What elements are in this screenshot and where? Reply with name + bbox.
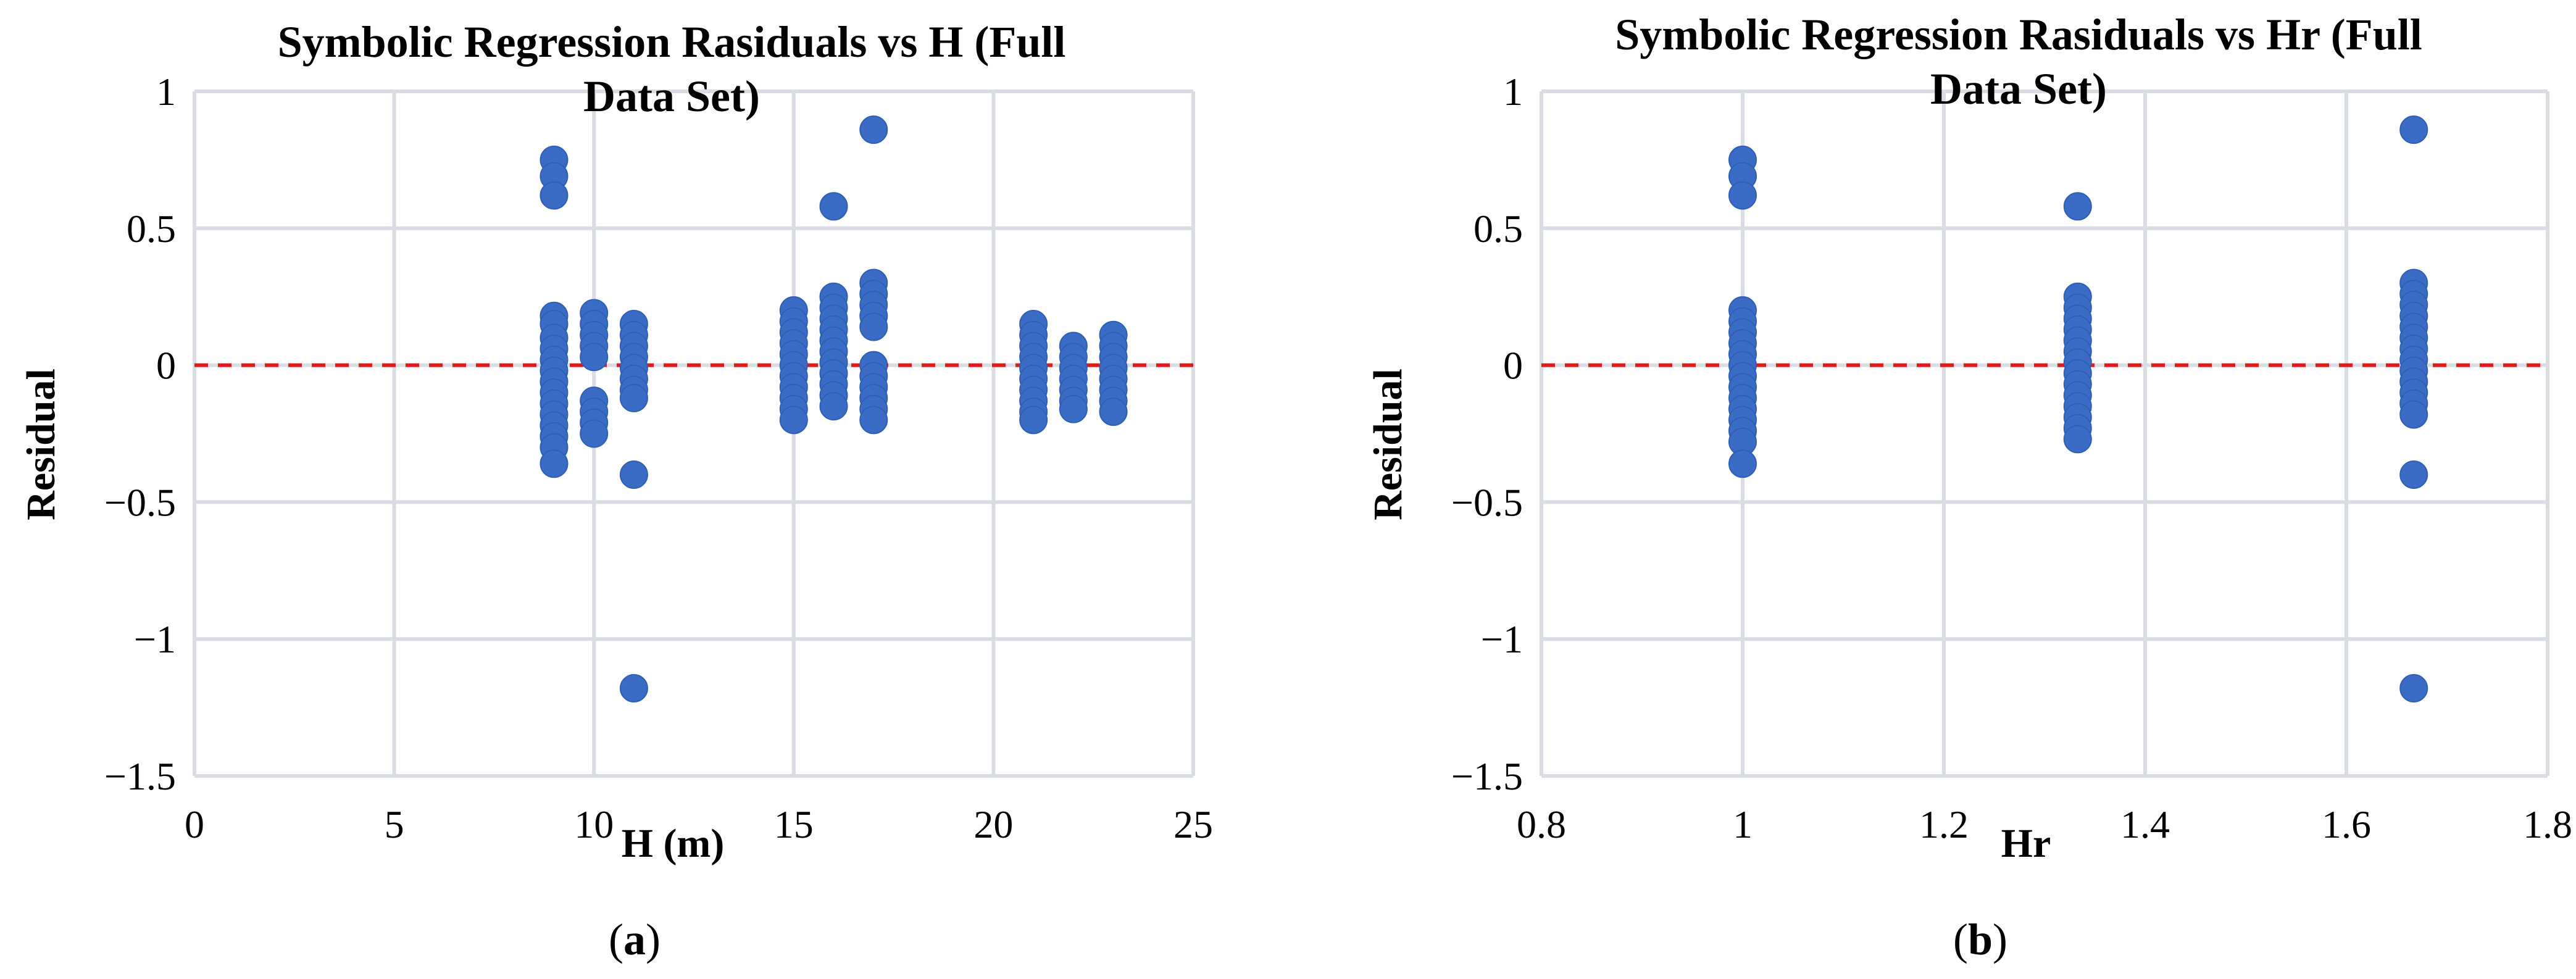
data-point-a-2 bbox=[540, 181, 569, 210]
data-point-a-59 bbox=[859, 115, 888, 144]
y-tick-label-b-4: 0.5 bbox=[1473, 207, 1523, 251]
y-tick-label-a-0: −1.5 bbox=[104, 754, 176, 798]
grid-a bbox=[193, 90, 1195, 778]
y-tick-label-b-1: −1 bbox=[1481, 617, 1523, 661]
y-tick-labels-b: −1.5 −1 −0.5 0 0.5 1 bbox=[1451, 70, 1523, 798]
x-tick-label-b-3: 1.4 bbox=[2120, 802, 2170, 846]
data-point-a-47 bbox=[819, 192, 848, 221]
data-point-b-47 bbox=[2399, 674, 2428, 703]
data-point-a-33 bbox=[619, 383, 648, 412]
data-point-a-95 bbox=[1099, 398, 1128, 427]
x-tick-label-a-0: 0 bbox=[185, 802, 204, 846]
data-point-b-16 bbox=[1728, 449, 1757, 478]
data-point-a-25 bbox=[580, 419, 609, 448]
y-axis-label-b: Residual bbox=[1365, 369, 1411, 520]
data-point-a-21 bbox=[580, 343, 609, 372]
data-point-b-17 bbox=[2063, 192, 2092, 221]
panel-label-a: (a) bbox=[609, 915, 661, 964]
data-point-a-58 bbox=[819, 392, 848, 421]
data-point-a-70 bbox=[859, 406, 888, 435]
scatter-points-a bbox=[540, 115, 1128, 703]
data-point-a-64 bbox=[859, 312, 888, 341]
x-axis-label-a: H (m) bbox=[622, 821, 725, 866]
panel-b: −1.5 −1 −0.5 0 0.5 1 0.8 1 1.2 1.4 1.6 1.8 Symboli… bbox=[1365, 10, 2572, 964]
chart-title-a-line1: Symbolic Regression Rasiduals vs H (Full bbox=[278, 17, 1066, 67]
y-tick-label-a-2: −0.5 bbox=[104, 480, 176, 524]
x-tick-label-b-1: 1 bbox=[1733, 802, 1753, 846]
y-tick-label-b-0: −1.5 bbox=[1451, 754, 1523, 798]
data-point-b-31 bbox=[2063, 425, 2092, 454]
data-point-b-32 bbox=[2399, 115, 2428, 144]
y-tick-label-b-2: −0.5 bbox=[1451, 480, 1523, 524]
x-tick-label-a-3: 15 bbox=[774, 802, 814, 846]
scatter-points-b bbox=[1728, 115, 2428, 703]
panel-label-b: (b) bbox=[1953, 915, 2007, 964]
x-tick-label-a-5: 25 bbox=[1173, 802, 1213, 846]
y-tick-label-a-5: 1 bbox=[156, 70, 176, 114]
x-tick-labels-b: 0.8 1 1.2 1.4 1.6 1.8 bbox=[1517, 802, 2572, 846]
chart-title-b-line1: Symbolic Regression Rasiduals vs Hr (Ful… bbox=[1615, 10, 2422, 59]
x-tick-label-a-1: 5 bbox=[385, 802, 404, 846]
y-tick-label-a-1: −1 bbox=[134, 617, 176, 661]
chart-title-b-line2: Data Set) bbox=[1930, 64, 2107, 114]
y-tick-label-a-3: 0 bbox=[156, 344, 176, 388]
y-tick-labels-a: −1.5 −1 −0.5 0 0.5 1 bbox=[104, 70, 176, 798]
x-axis-label-b: Hr bbox=[2001, 821, 2051, 866]
y-tick-label-b-5: 1 bbox=[1503, 70, 1523, 114]
data-point-a-80 bbox=[1019, 406, 1048, 435]
data-point-a-35 bbox=[619, 674, 648, 703]
chart-title-a-line2: Data Set) bbox=[583, 72, 760, 121]
data-point-b-46 bbox=[2399, 460, 2428, 490]
x-tick-labels-a: 0 5 10 15 20 25 bbox=[185, 802, 1213, 846]
grid-b bbox=[1540, 90, 2549, 778]
data-point-a-87 bbox=[1059, 394, 1088, 423]
y-axis-label-a: Residual bbox=[19, 369, 64, 520]
x-tick-label-b-5: 1.8 bbox=[2523, 802, 2572, 846]
x-tick-label-a-4: 20 bbox=[973, 802, 1013, 846]
panel-a: −1.5 −1 −0.5 0 0.5 1 0 5 10 15 20 25 Symbolic Regr… bbox=[19, 17, 1213, 964]
x-tick-label-a-2: 10 bbox=[574, 802, 614, 846]
data-point-b-45 bbox=[2399, 400, 2428, 429]
data-point-b-2 bbox=[1728, 181, 1757, 210]
data-point-a-46 bbox=[779, 406, 808, 435]
y-tick-label-a-4: 0.5 bbox=[127, 207, 176, 251]
data-point-a-34 bbox=[619, 460, 648, 490]
x-tick-label-b-0: 0.8 bbox=[1517, 802, 1566, 846]
x-tick-label-b-2: 1.2 bbox=[1919, 802, 1969, 846]
x-tick-label-b-4: 1.6 bbox=[2322, 802, 2371, 846]
y-tick-label-b-3: 0 bbox=[1503, 344, 1523, 388]
data-point-a-16 bbox=[540, 449, 569, 478]
